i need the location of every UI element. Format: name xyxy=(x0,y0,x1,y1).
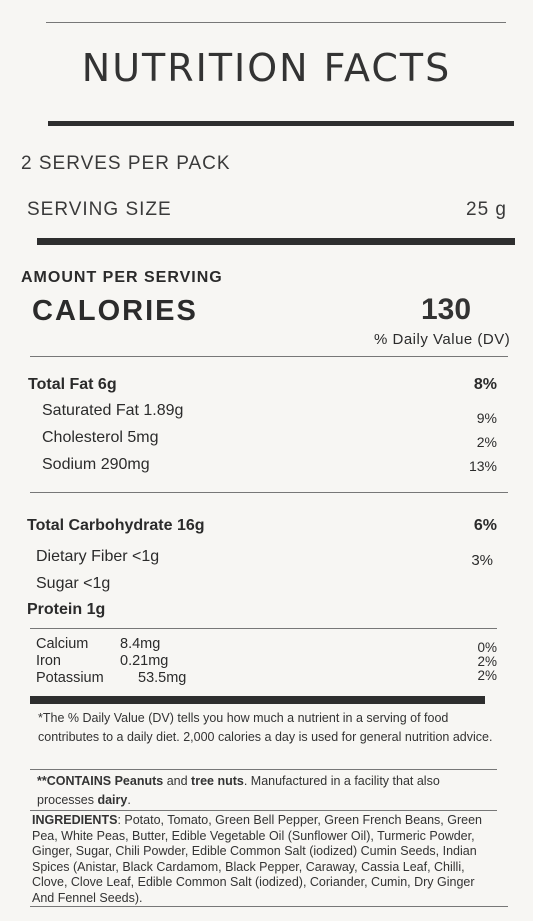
protein-label: Protein 1g xyxy=(27,601,106,618)
serving-size-label: SERVING SIZE xyxy=(27,199,172,220)
mineral-name: Potassium xyxy=(36,670,104,686)
title-rule xyxy=(48,121,514,126)
allergen-peanuts: Peanuts xyxy=(114,774,164,788)
serving-size-value: 25 g xyxy=(466,199,507,220)
calories-label: CALORIES xyxy=(32,295,198,327)
mineral-row: Iron 0.21mg 2% xyxy=(36,653,497,670)
total-carb-pct: 6% xyxy=(473,517,497,534)
minerals-rule xyxy=(30,696,485,704)
minerals-list: Calcium 8.4mg 0% Iron 0.21mg 2% Potassiu… xyxy=(36,636,497,687)
mineral-amount: 0.21mg xyxy=(120,653,169,669)
mineral-amount: 8.4mg xyxy=(120,636,161,652)
allergen-tree-nuts: tree nuts xyxy=(191,774,244,788)
serving-rule xyxy=(37,238,515,245)
calories-rule xyxy=(30,356,508,357)
sodium-label: Sodium 290mg xyxy=(42,456,150,473)
allergen-statement: **CONTAINS Peanuts and tree nuts. Manufa… xyxy=(37,772,499,810)
footnote-rule xyxy=(30,769,497,770)
saturated-fat-pct: 9% xyxy=(476,410,497,426)
allergen-end: . xyxy=(127,793,131,807)
mineral-name: Calcium xyxy=(36,636,89,652)
allergen-and: and xyxy=(166,774,188,788)
contains-label: **CONTAINS xyxy=(37,774,112,788)
mineral-row: Calcium 8.4mg 0% xyxy=(36,636,497,655)
dietary-fiber-label: Dietary Fiber <1g xyxy=(36,548,160,565)
serves-per-pack: 2 SERVES PER PACK xyxy=(21,153,231,174)
saturated-fat-label: Saturated Fat 1.89g xyxy=(42,402,184,419)
mineral-amount: 53.5mg xyxy=(138,670,187,686)
ingredients-block: INGREDIENTS: Potato, Tomato, Green Bell … xyxy=(32,813,498,906)
mineral-row: Potassium 53.5mg 2% xyxy=(36,668,497,687)
sodium-pct: 13% xyxy=(468,458,497,474)
protein-rule xyxy=(30,628,497,629)
calories-value: 130 xyxy=(421,293,472,326)
mineral-pct: 0% xyxy=(477,640,497,655)
mineral-pct: 2% xyxy=(477,668,497,683)
amount-per-serving: AMOUNT PER SERVING xyxy=(21,269,223,286)
mineral-pct: 2% xyxy=(477,654,497,669)
fat-rule xyxy=(30,492,508,493)
dietary-fiber-pct: 3% xyxy=(471,552,493,569)
ingredients-label: INGREDIENTS xyxy=(32,813,118,827)
top-rule xyxy=(46,22,506,23)
allergen-facility: . Manufactured in a facility that also p… xyxy=(37,774,440,807)
cholesterol-label: Cholesterol 5mg xyxy=(42,429,159,446)
mineral-name: Iron xyxy=(36,653,61,669)
total-carb-label: Total Carbohydrate 16g xyxy=(27,517,205,534)
allergen-dairy: dairy xyxy=(97,793,128,807)
page-title: NUTRITION FACTS xyxy=(81,46,452,90)
dv-footnote: *The % Daily Value (DV) tells you how mu… xyxy=(38,711,493,744)
sugar-label: Sugar <1g xyxy=(36,575,111,592)
bottom-rule xyxy=(30,906,508,907)
total-fat-pct: 8% xyxy=(473,376,497,393)
daily-value-label: % Daily Value (DV) xyxy=(374,331,511,348)
total-fat-label: Total Fat 6g xyxy=(28,376,117,393)
ingredients-text: : Potato, Tomato, Green Bell Pepper, Gre… xyxy=(32,813,482,905)
allergen-rule xyxy=(30,810,497,811)
cholesterol-pct: 2% xyxy=(476,434,497,450)
